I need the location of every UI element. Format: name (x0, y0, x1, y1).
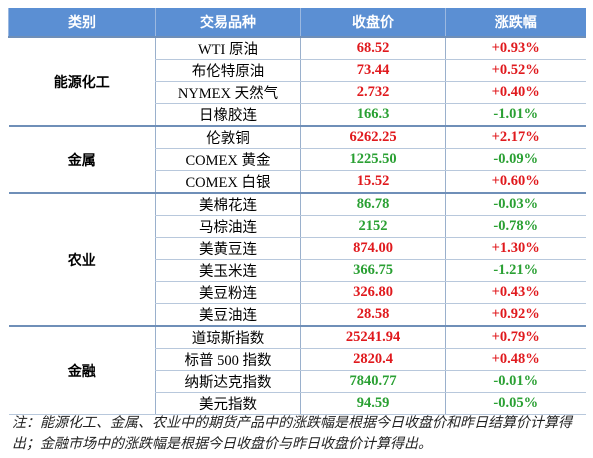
close-cell: 166.3 (300, 103, 446, 127)
change-cell: +0.93% (445, 36, 586, 60)
close-cell: 25241.94 (300, 325, 446, 349)
category-cell: 能源化工 (8, 36, 156, 127)
product-cell: 马棕油连 (155, 215, 301, 238)
change-cell: +0.92% (445, 303, 586, 327)
close-cell: 2152 (300, 215, 446, 238)
close-cell: 15.52 (300, 170, 446, 194)
table-row: 美豆粉连 326.80 +0.43% (9, 281, 586, 304)
product-cell: 道琼斯指数 (155, 325, 301, 349)
header-row: 类别 交易品种 收盘价 涨跌幅 (8, 8, 586, 37)
product-cell: COMEX 白银 (155, 170, 301, 194)
close-cell: 68.52 (300, 36, 446, 60)
table-row: 金融 道琼斯指数 25241.94 +0.79% (8, 325, 586, 415)
category-cell: 农业 (8, 192, 156, 327)
table-row: 标普 500 指数 2820.4 +0.48% (9, 348, 586, 371)
close-cell: 94.59 (300, 392, 446, 415)
product-cell: 伦敦铜 (155, 125, 301, 149)
table-row: 能源化工 WTI 原油 68.52 +0.93% (8, 36, 586, 127)
table-row: 农业 美棉花连 86.78 -0.03% (8, 192, 586, 327)
change-cell: +2.17% (445, 125, 586, 149)
close-cell: 366.75 (300, 259, 446, 282)
table-row: 金属 伦敦铜 6262.25 +2.17% (8, 125, 586, 194)
category-cell: 金融 (8, 325, 156, 415)
table-body: 能源化工 WTI 原油 68.52 +0.93% 布伦特原油 73.44 +0.52% NYM… (8, 36, 586, 415)
change-cell: -1.01% (445, 103, 586, 127)
column-header: 收盘价 (300, 8, 446, 37)
column-header: 涨跌幅 (445, 8, 586, 37)
change-cell: +1.30% (445, 237, 586, 260)
change-cell: +0.40% (445, 81, 586, 104)
product-cell: WTI 原油 (155, 36, 301, 60)
change-cell: +0.52% (445, 59, 586, 82)
change-cell: -1.21% (445, 259, 586, 282)
close-cell: 86.78 (300, 192, 446, 216)
product-cell: 纳斯达克指数 (155, 370, 301, 393)
table-row: NYMEX 天然气 2.732 +0.40% (9, 81, 586, 104)
product-cell: NYMEX 天然气 (155, 81, 301, 104)
product-cell: 美棉花连 (155, 192, 301, 216)
table-row: 马棕油连 2152 -0.78% (9, 215, 586, 238)
change-cell: +0.79% (445, 325, 586, 349)
product-cell: 美豆粉连 (155, 281, 301, 304)
product-cell: 美元指数 (155, 392, 301, 415)
quotes-table: 类别 交易品种 收盘价 涨跌幅 能源化工 WTI 原油 68.52 +0.93% 布伦特原油 7… (8, 8, 586, 415)
change-cell: -0.03% (445, 192, 586, 216)
change-cell: +0.60% (445, 170, 586, 194)
change-cell: +0.43% (445, 281, 586, 304)
product-cell: COMEX 黄金 (155, 148, 301, 171)
table-row: 美元指数 94.59 -0.05% (9, 392, 586, 415)
close-cell: 28.58 (300, 303, 446, 327)
change-cell: -0.09% (445, 148, 586, 171)
close-cell: 2820.4 (300, 348, 446, 371)
product-cell: 美豆油连 (155, 303, 301, 327)
product-cell: 美黄豆连 (155, 237, 301, 260)
close-cell: 874.00 (300, 237, 446, 260)
close-cell: 6262.25 (300, 125, 446, 149)
close-cell: 2.732 (300, 81, 446, 104)
category-cell: 金属 (8, 125, 156, 194)
close-cell: 7840.77 (300, 370, 446, 393)
close-cell: 326.80 (300, 281, 446, 304)
column-header: 类别 (8, 8, 156, 37)
change-cell: -0.01% (445, 370, 586, 393)
table-row: 美玉米连 366.75 -1.21% (9, 259, 586, 282)
table-row: 纳斯达克指数 7840.77 -0.01% (9, 370, 586, 393)
product-cell: 美玉米连 (155, 259, 301, 282)
product-cell: 布伦特原油 (155, 59, 301, 82)
change-cell: +0.48% (445, 348, 586, 371)
table-row: COMEX 白银 15.52 +0.60% (9, 170, 586, 194)
table-row: 美黄豆连 874.00 +1.30% (9, 237, 586, 260)
product-cell: 日橡胶连 (155, 103, 301, 127)
column-header: 交易品种 (155, 8, 301, 37)
change-cell: -0.05% (445, 392, 586, 415)
table-row: COMEX 黄金 1225.50 -0.09% (9, 148, 586, 171)
close-cell: 1225.50 (300, 148, 446, 171)
table-row: 美豆油连 28.58 +0.92% (9, 303, 586, 327)
table-row: 日橡胶连 166.3 -1.01% (9, 103, 586, 127)
close-cell: 73.44 (300, 59, 446, 82)
change-cell: -0.78% (445, 215, 586, 238)
product-cell: 标普 500 指数 (155, 348, 301, 371)
footnote: 注：能源化工、金属、农业中的期货产品中的涨跌幅是根据今日收盘价和昨日结算价计算得… (12, 415, 572, 452)
table-row: 布伦特原油 73.44 +0.52% (9, 59, 586, 82)
